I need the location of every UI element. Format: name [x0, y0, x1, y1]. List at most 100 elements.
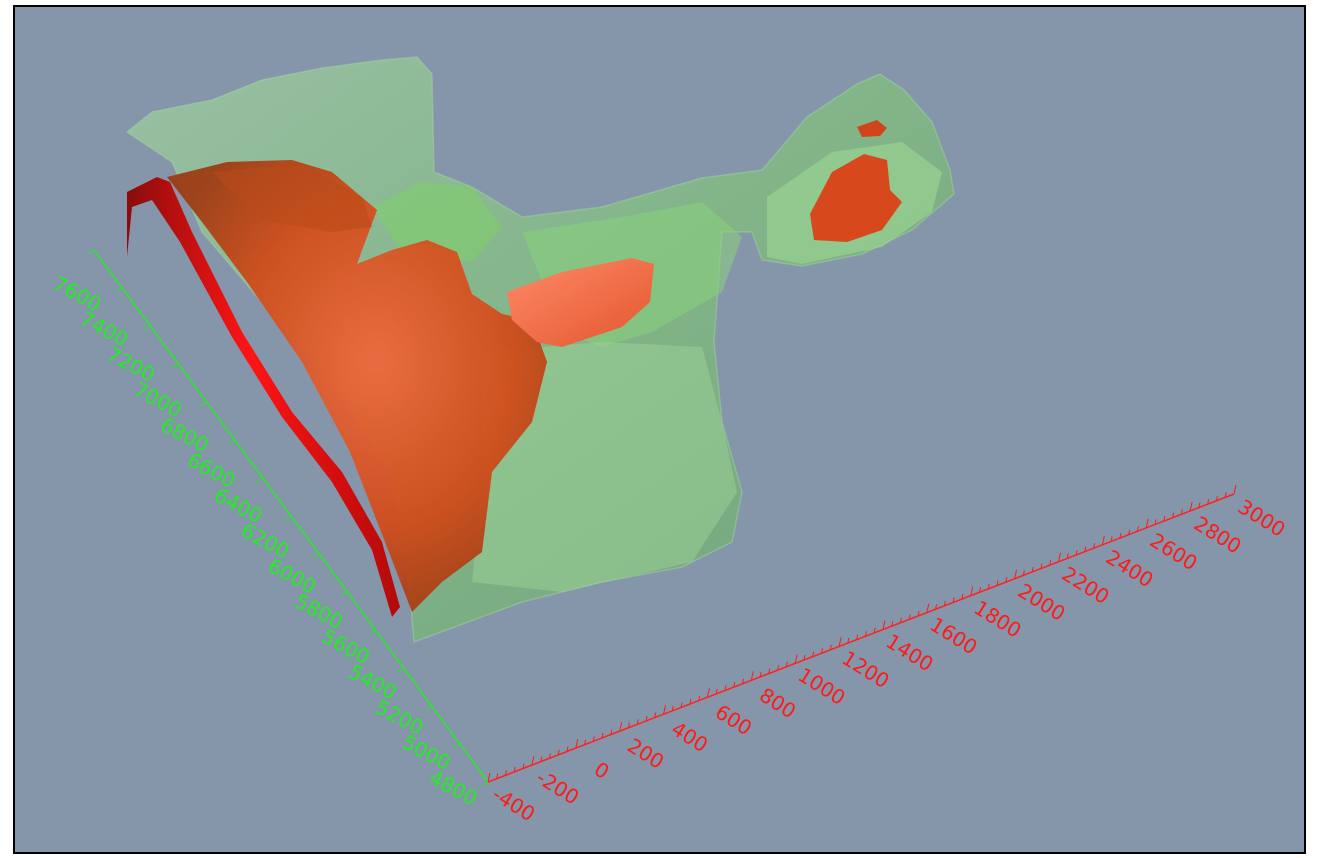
- bottom-axis-tick: [759, 671, 762, 678]
- bottom-axis-tick: [548, 753, 551, 759]
- inner-body-surface: [167, 160, 547, 612]
- bottom-axis-tick-label: 400: [667, 716, 712, 757]
- bottom-axis-tick: [829, 644, 832, 650]
- left-axis-tick-label: 5600: [318, 624, 374, 669]
- left-axis-tick: [144, 325, 151, 331]
- bottom-axis-tick: [970, 586, 974, 596]
- bottom-axis-tick-label: 3000: [1234, 494, 1290, 541]
- bottom-axis-tick: [671, 705, 674, 711]
- left-axis-tick: [453, 743, 461, 749]
- bottom-axis-tick: [750, 671, 754, 681]
- bottom-axis-tick: [531, 755, 535, 766]
- bottom-axis-tick: [812, 651, 815, 657]
- bottom-axis-tick-label: 1600: [926, 612, 982, 659]
- bottom-axis-tick: [978, 587, 981, 593]
- bottom-axis-tick: [689, 698, 692, 705]
- bottom-axis-tick-label: -200: [532, 765, 583, 809]
- left-axis-tick: [369, 629, 376, 635]
- bottom-axis-tick: [1057, 552, 1061, 562]
- bottom-axis-tick-label: 2800: [1190, 511, 1246, 558]
- bottom-axis-tick: [1207, 499, 1210, 505]
- scene-canvas[interactable]: 4800500052005400560058006000620064006600…: [13, 5, 1306, 854]
- left-axis-tick-label: 6000: [264, 554, 320, 599]
- bottom-axis-tick: [821, 648, 823, 654]
- bottom-axis-tick-label: 1000: [794, 663, 850, 710]
- bottom-axis-tick: [575, 739, 579, 749]
- bottom-axis-tick: [566, 746, 569, 752]
- bottom-axis-tick: [645, 715, 648, 722]
- bottom-axis-tick: [619, 722, 623, 732]
- bottom-axis-tick: [1189, 501, 1193, 512]
- bottom-axis-tick: [1145, 518, 1149, 528]
- left-axis-tick: [312, 553, 320, 559]
- bottom-axis-tick: [908, 614, 911, 620]
- bottom-axis-tick-label: 600: [711, 700, 756, 741]
- left-axis-tick-label: 6200: [237, 518, 293, 563]
- bottom-axis-tick: [1005, 576, 1008, 583]
- bottom-axis-tick-label: 200: [623, 733, 668, 774]
- bottom-axis-tick: [1215, 495, 1218, 501]
- bottom-axis-tick: [1049, 560, 1052, 566]
- bottom-axis-tick: [1119, 532, 1122, 539]
- bottom-axis-tick: [961, 593, 964, 600]
- bottom-axis-tick: [698, 695, 701, 701]
- bottom-axis-tick: [838, 637, 842, 647]
- bottom-axis-tick: [636, 719, 639, 725]
- bottom-axis-tick: [847, 637, 850, 644]
- bottom-axis-tick: [900, 617, 902, 623]
- left-axis-tick: [341, 591, 348, 597]
- bottom-axis-tick: [522, 763, 525, 769]
- bottom-axis-tick: [496, 773, 499, 779]
- bottom-axis-tick: [1180, 509, 1183, 515]
- 3d-viewport[interactable]: 4800 5000 5200 5400 5600 5800 6000 6200 6400 6600…: [13, 5, 1306, 854]
- tongue-lobe-surface: [507, 258, 654, 347]
- bottom-axis-tick: [724, 685, 727, 691]
- left-axis-tick-label: 7600: [49, 271, 105, 316]
- isolated-bodies: [810, 120, 902, 242]
- bottom-axis-tick: [1040, 563, 1043, 569]
- bottom-axis-tick: [943, 600, 946, 606]
- left-axis-tick: [172, 363, 179, 369]
- left-axis-tick-label: 4800: [425, 765, 481, 810]
- bottom-axis-tick-label: 1800: [970, 595, 1026, 642]
- left-axis-tick-label: 5400: [345, 659, 401, 704]
- bottom-axis-tick: [952, 597, 955, 603]
- left-axis-tick: [397, 667, 404, 673]
- bottom-axis-tick-label: 800: [755, 683, 800, 724]
- bottom-axis-tick: [785, 661, 788, 667]
- bottom-axis-tick: [1172, 512, 1175, 518]
- bottom-axis-tick: [856, 634, 859, 640]
- bottom-axis-tick: [1136, 526, 1139, 532]
- bottom-axis-tick: [513, 766, 516, 772]
- left-axis-tick: [115, 287, 123, 293]
- bottom-axis-tick: [996, 580, 999, 586]
- left-axis-tick: [481, 781, 489, 787]
- bottom-axis-tick: [987, 583, 990, 589]
- bottom-axis-tick: [715, 688, 718, 695]
- bottom-axis-tick: [1163, 516, 1166, 522]
- bottom-axis-tick: [1075, 549, 1078, 556]
- bottom-axis-tick-label: 2200: [1058, 562, 1114, 609]
- bottom-axis-tick-label: 1200: [838, 646, 894, 693]
- bottom-axis-tick: [1022, 570, 1025, 576]
- bottom-axis-tick: [768, 668, 771, 674]
- bottom-axis-tick: [864, 631, 867, 637]
- bottom-axis-tick: [505, 770, 508, 776]
- bottom-axis-tick-label: 2000: [1014, 579, 1070, 626]
- bottom-axis-tick: [926, 603, 930, 613]
- bottom-axis-tick: [627, 722, 630, 728]
- bottom-axis-tick: [1066, 553, 1069, 559]
- left-axis-tick-label: 6400: [210, 483, 266, 528]
- left-axis-tick: [425, 705, 432, 711]
- bottom-axis-tick: [680, 702, 683, 708]
- bottom-axis-tick: [540, 756, 543, 762]
- left-axis-tick-label: 5800: [291, 589, 347, 634]
- left-axis-tick: [228, 439, 235, 445]
- bottom-axis-tick: [487, 772, 491, 783]
- left-axis-tick-label: 7400: [76, 307, 132, 352]
- left-axis-tick: [284, 515, 292, 521]
- bottom-axis-tick: [592, 736, 595, 742]
- bottom-axis-tick-label: 1400: [882, 629, 938, 676]
- bottom-axis-tick: [706, 688, 710, 698]
- left-axis-tick: [256, 477, 264, 483]
